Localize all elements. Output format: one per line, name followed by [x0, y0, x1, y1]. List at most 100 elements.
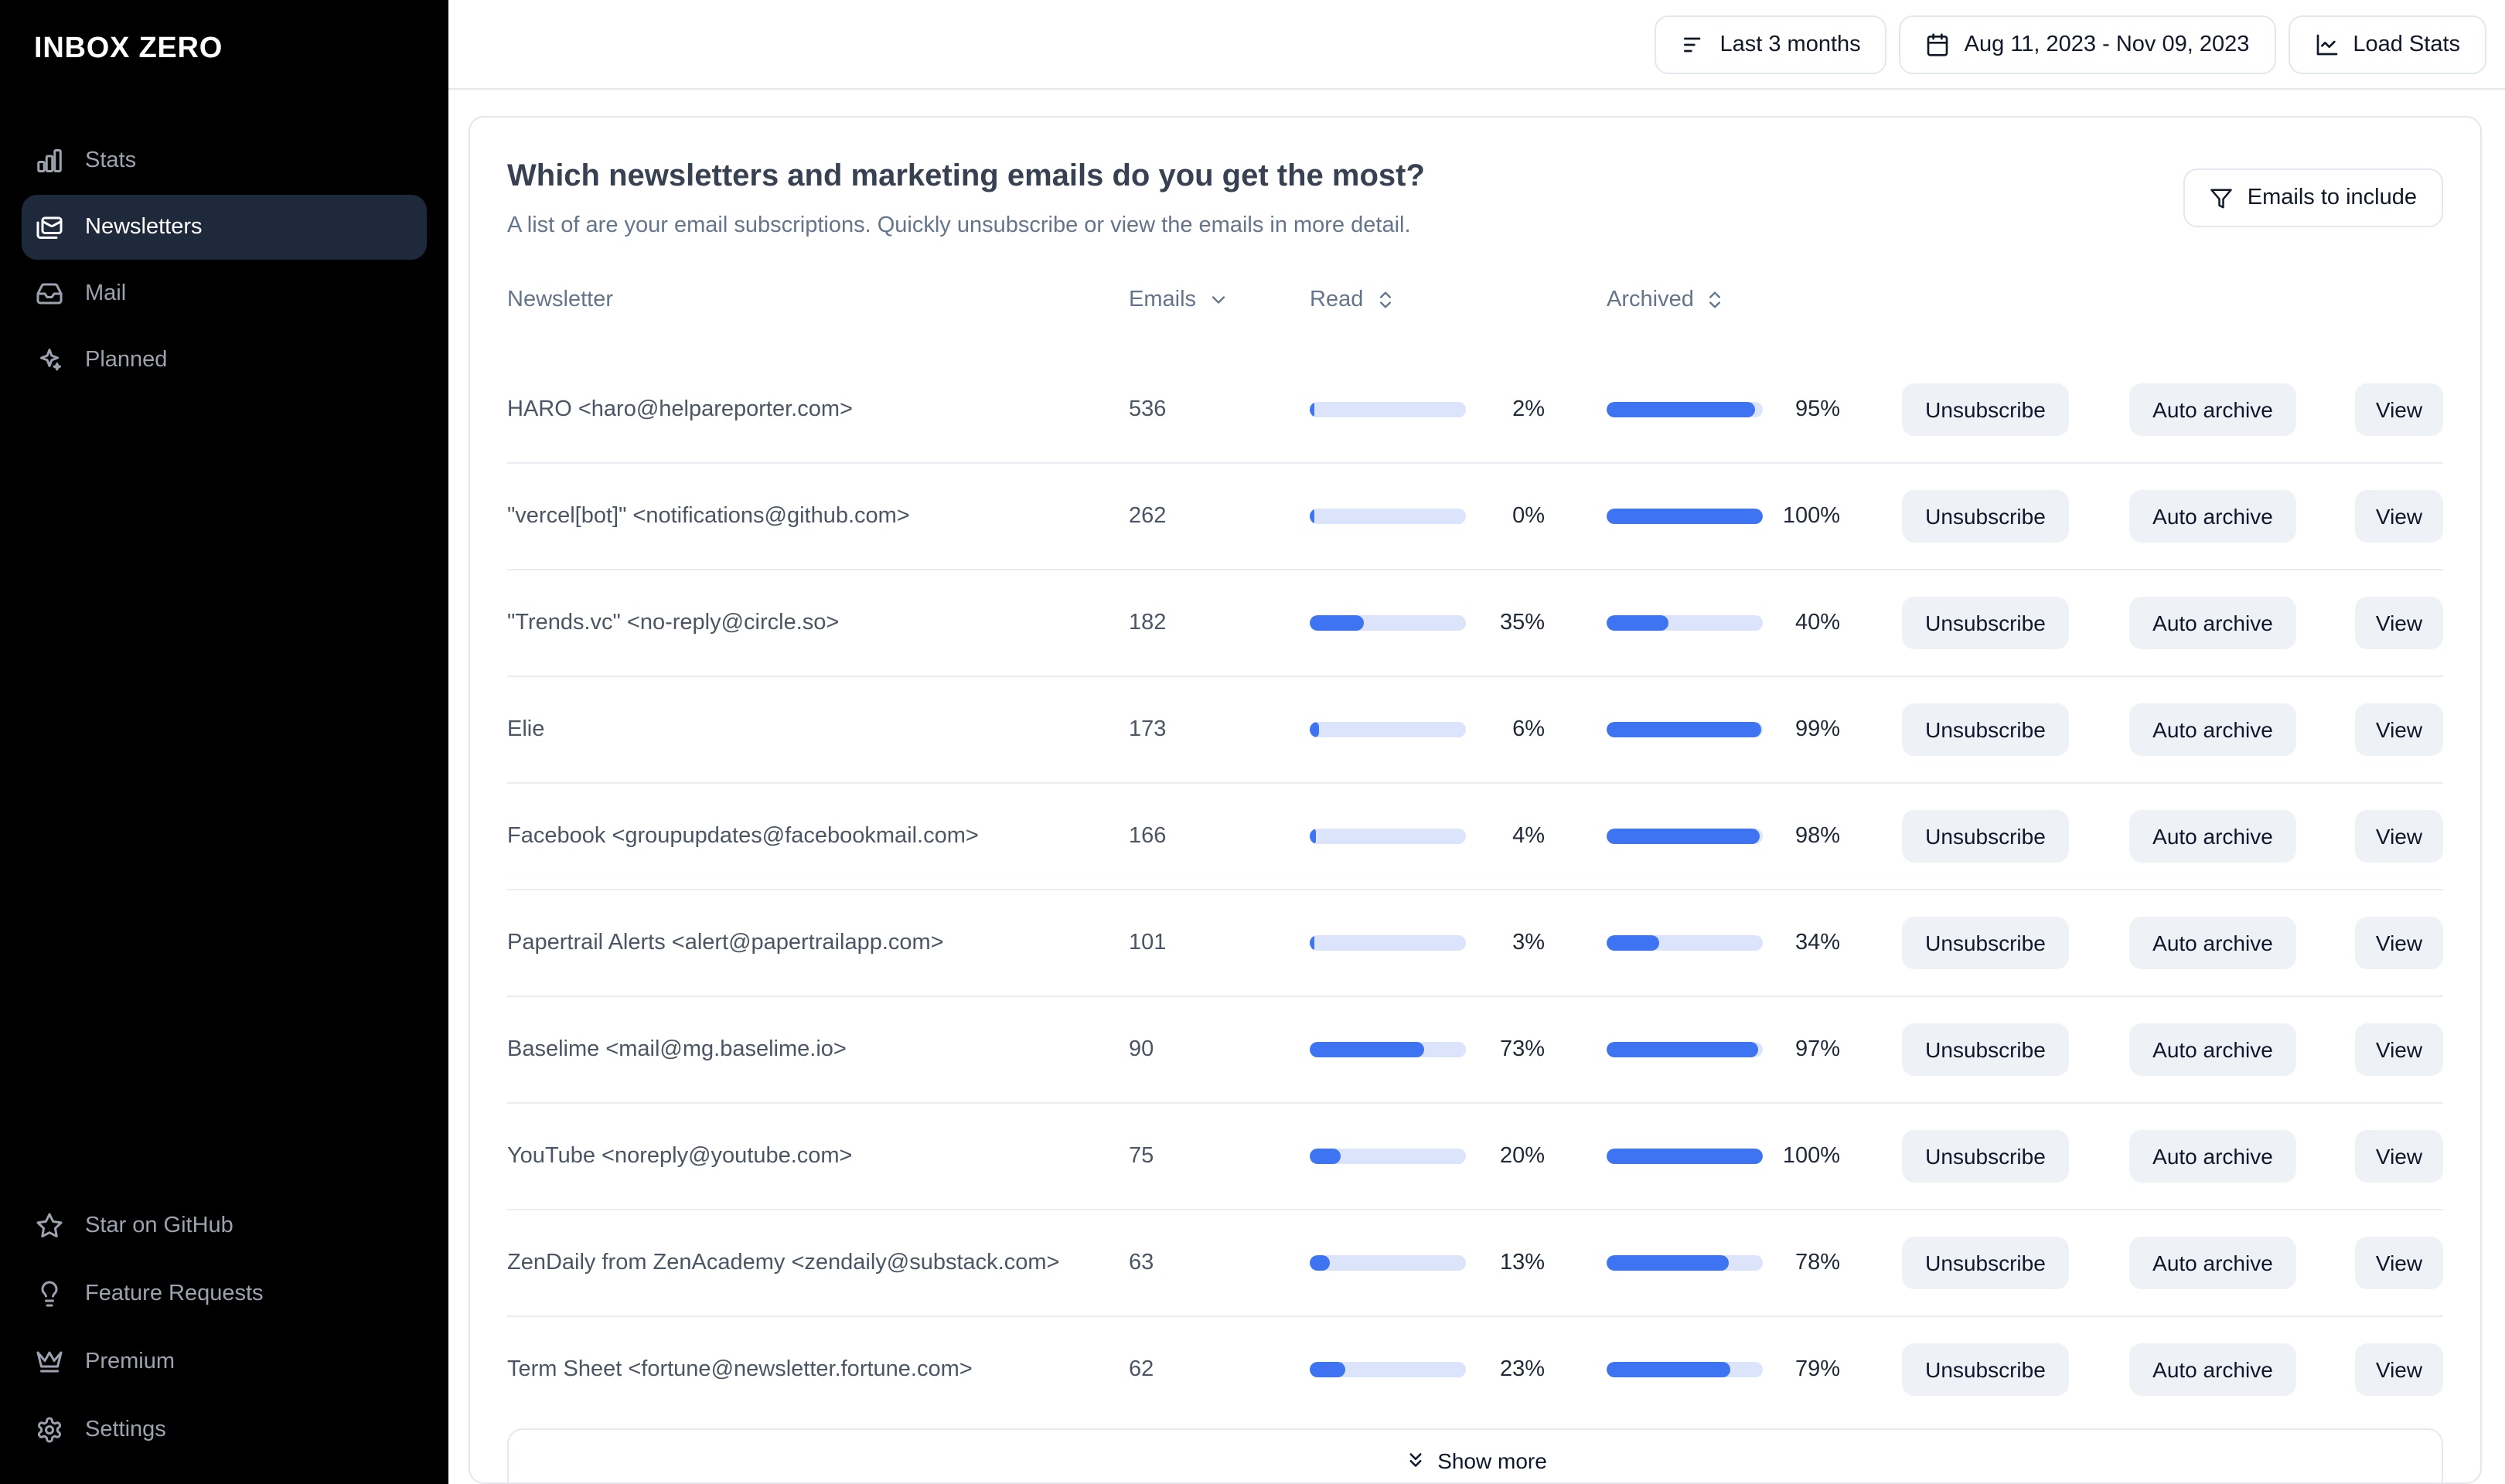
auto-archive-button[interactable]: Auto archive: [2129, 597, 2296, 649]
sidebar-item-star-on-github[interactable]: Star on GitHub: [22, 1193, 427, 1258]
read-progress-bar: [1310, 615, 1466, 631]
unsubscribe-button[interactable]: Unsubscribe: [1902, 1343, 2069, 1396]
column-header-read[interactable]: Read: [1310, 288, 1396, 312]
view-button[interactable]: View: [2355, 1343, 2443, 1396]
read-progress-bar: [1310, 1362, 1466, 1377]
view-button[interactable]: View: [2355, 703, 2443, 756]
newsletter-table-body: HARO <haro@helpareporter.com> 536 2% 95%…: [507, 356, 2443, 1422]
sidebar-item-label: Premium: [85, 1350, 176, 1374]
auto-archive-button[interactable]: Auto archive: [2129, 1343, 2296, 1396]
read-percent: 13%: [1499, 1251, 1545, 1275]
view-button[interactable]: View: [2355, 490, 2443, 543]
archived-progress-bar: [1607, 401, 1763, 417]
archived-bar-fill: [1607, 1042, 1758, 1057]
archived-progress-bar: [1607, 829, 1763, 844]
archived-progress-bar: [1607, 1255, 1763, 1271]
column-header-archived[interactable]: Archived: [1607, 288, 1726, 312]
date-range-preset-button[interactable]: Last 3 months: [1655, 15, 1887, 73]
table-row: YouTube <noreply@youtube.com> 75 20% 100…: [507, 1102, 2443, 1209]
newsletter-name: HARO <haro@helpareporter.com>: [507, 397, 853, 421]
read-bar-fill: [1310, 1255, 1331, 1271]
crown-icon: [36, 1348, 63, 1376]
newsletters-card: Which newsletters and marketing emails d…: [469, 116, 2482, 1484]
view-button[interactable]: View: [2355, 383, 2443, 435]
read-progress-bar: [1310, 1255, 1466, 1271]
unsubscribe-button[interactable]: Unsubscribe: [1902, 1237, 2069, 1289]
sidebar-item-feature-requests[interactable]: Feature Requests: [22, 1261, 427, 1326]
table-row: ZenDaily from ZenAcademy <zendaily@subst…: [507, 1209, 2443, 1316]
show-more-button[interactable]: Show more: [507, 1428, 2443, 1482]
email-count: 63: [1129, 1251, 1154, 1275]
newsletter-name: Facebook <groupupdates@facebookmail.com>: [507, 824, 979, 849]
sidebar-item-settings[interactable]: Settings: [22, 1397, 427, 1462]
view-button[interactable]: View: [2355, 1130, 2443, 1183]
chevrons-up-down-icon: [1374, 289, 1396, 311]
sidebar-item-label: Mail: [85, 281, 127, 306]
sidebar-item-premium[interactable]: Premium: [22, 1329, 427, 1394]
sidebar-item-stats[interactable]: Stats: [22, 128, 427, 193]
read-bar-fill: [1310, 509, 1314, 524]
unsubscribe-button[interactable]: Unsubscribe: [1902, 703, 2069, 756]
auto-archive-button[interactable]: Auto archive: [2129, 810, 2296, 863]
read-progress-bar: [1310, 722, 1466, 737]
sidebar-item-planned[interactable]: Planned: [22, 328, 427, 393]
auto-archive-button[interactable]: Auto archive: [2129, 1237, 2296, 1289]
unsubscribe-button[interactable]: Unsubscribe: [1902, 1130, 2069, 1183]
read-percent: 35%: [1499, 611, 1545, 635]
main-area: Last 3 months Aug 11, 2023 - Nov 09, 202…: [448, 0, 2505, 1484]
newsletter-name: "Trends.vc" <no-reply@circle.so>: [507, 611, 840, 635]
unsubscribe-button[interactable]: Unsubscribe: [1902, 490, 2069, 543]
read-bar-fill: [1310, 1149, 1341, 1164]
column-label: Read: [1310, 288, 1364, 312]
table-row: HARO <haro@helpareporter.com> 536 2% 95%…: [507, 356, 2443, 462]
unsubscribe-button[interactable]: Unsubscribe: [1902, 597, 2069, 649]
column-header-newsletter[interactable]: Newsletter: [507, 288, 613, 312]
chevrons-up-down-icon: [1705, 289, 1726, 311]
auto-archive-button[interactable]: Auto archive: [2129, 1130, 2296, 1183]
auto-archive-button[interactable]: Auto archive: [2129, 917, 2296, 969]
archived-progress-bar: [1607, 1042, 1763, 1057]
load-stats-button[interactable]: Load Stats: [2288, 15, 2486, 73]
date-range-picker-button[interactable]: Aug 11, 2023 - Nov 09, 2023: [1899, 15, 2276, 73]
column-label: Newsletter: [507, 288, 613, 312]
auto-archive-button[interactable]: Auto archive: [2129, 490, 2296, 543]
unsubscribe-button[interactable]: Unsubscribe: [1902, 917, 2069, 969]
auto-archive-button[interactable]: Auto archive: [2129, 1023, 2296, 1076]
newsletter-name: Baselime <mail@mg.baselime.io>: [507, 1037, 847, 1062]
auto-archive-button[interactable]: Auto archive: [2129, 383, 2296, 435]
emails-to-include-button[interactable]: Emails to include: [2183, 168, 2443, 227]
read-bar-fill: [1310, 935, 1315, 951]
archived-bar-fill: [1607, 829, 1760, 844]
archived-percent: 97%: [1794, 1037, 1840, 1062]
auto-archive-button[interactable]: Auto archive: [2129, 703, 2296, 756]
unsubscribe-button[interactable]: Unsubscribe: [1902, 383, 2069, 435]
archived-bar-fill: [1607, 1149, 1763, 1164]
read-percent: 73%: [1499, 1037, 1545, 1062]
view-button[interactable]: View: [2355, 597, 2443, 649]
sidebar-item-label: Feature Requests: [85, 1281, 264, 1306]
sparkles-icon: [36, 346, 63, 374]
line-chart-icon: [2314, 32, 2339, 56]
column-header-emails[interactable]: Emails: [1129, 288, 1229, 312]
unsubscribe-button[interactable]: Unsubscribe: [1902, 810, 2069, 863]
view-button[interactable]: View: [2355, 1023, 2443, 1076]
view-button[interactable]: View: [2355, 810, 2443, 863]
read-bar-fill: [1310, 829, 1317, 844]
sidebar-item-mail[interactable]: Mail: [22, 261, 427, 326]
read-percent: 0%: [1512, 504, 1545, 529]
archived-progress-bar: [1607, 722, 1763, 737]
unsubscribe-button[interactable]: Unsubscribe: [1902, 1023, 2069, 1076]
app-logo[interactable]: INBOX ZERO: [34, 32, 223, 65]
read-progress-bar: [1310, 829, 1466, 844]
archived-progress-bar: [1607, 1362, 1763, 1377]
view-button[interactable]: View: [2355, 1237, 2443, 1289]
read-percent: 6%: [1512, 717, 1545, 742]
archived-progress-bar: [1607, 1149, 1763, 1164]
sidebar-item-newsletters[interactable]: Newsletters: [22, 195, 427, 260]
sidebar-nav: Stats Newsletters Mail: [0, 128, 448, 393]
view-button[interactable]: View: [2355, 917, 2443, 969]
archived-bar-fill: [1607, 722, 1761, 737]
read-percent: 23%: [1499, 1357, 1545, 1382]
table-row: Facebook <groupupdates@facebookmail.com>…: [507, 782, 2443, 889]
